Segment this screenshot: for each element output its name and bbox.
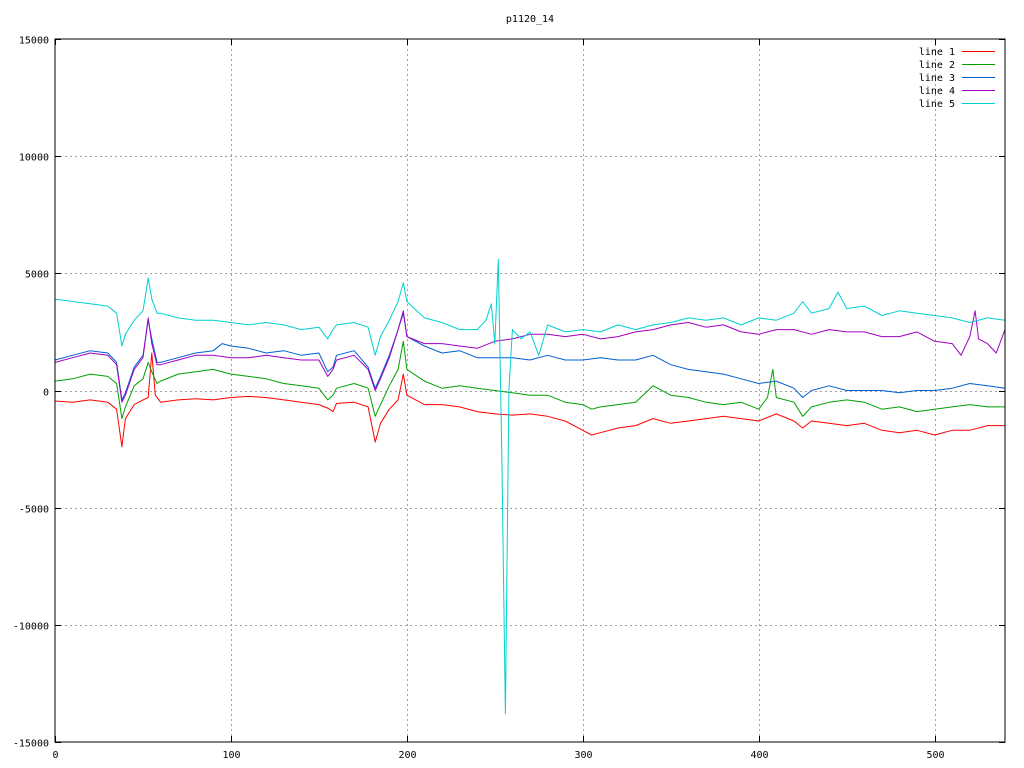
series-line-5 bbox=[54, 258, 1006, 715]
x-tick-label: 400 bbox=[750, 750, 768, 761]
series-lines bbox=[54, 258, 1006, 715]
series-line-2 bbox=[54, 340, 1005, 420]
legend-label-1: line 1 bbox=[919, 47, 955, 58]
axis-ticks: 0 100 200 300 400 500 -15000 -10000 -5000 0 5000 10… bbox=[13, 36, 1005, 761]
legend-label-4: line 4 bbox=[919, 86, 955, 97]
series-line-4 bbox=[54, 310, 1006, 403]
grid-lines bbox=[55, 39, 1005, 742]
y-tick-label: 5000 bbox=[25, 270, 49, 281]
y-tick-label: -15000 bbox=[13, 739, 49, 750]
legend-label-2: line 2 bbox=[919, 60, 955, 71]
y-tick-label: 0 bbox=[43, 388, 49, 399]
legend: line 1 line 2 line 3 line 4 line 5 bbox=[919, 47, 995, 110]
x-tick-label: 200 bbox=[398, 750, 416, 761]
series-line-3 bbox=[54, 312, 1006, 401]
chart-title: p1120_14 bbox=[506, 14, 554, 25]
x-tick-label: 0 bbox=[52, 750, 58, 761]
y-tick-label: 10000 bbox=[19, 153, 49, 164]
legend-label-5: line 5 bbox=[919, 99, 955, 110]
series-line-1 bbox=[54, 352, 1005, 448]
plot-frame bbox=[54, 38, 1006, 743]
x-tick-label: 300 bbox=[574, 750, 592, 761]
y-tick-label: 15000 bbox=[19, 36, 49, 47]
y-tick-label: -5000 bbox=[19, 505, 49, 516]
legend-label-3: line 3 bbox=[919, 73, 955, 84]
y-tick-label: -10000 bbox=[13, 622, 49, 633]
x-tick-label: 100 bbox=[222, 750, 240, 761]
x-tick-label: 500 bbox=[926, 750, 944, 761]
